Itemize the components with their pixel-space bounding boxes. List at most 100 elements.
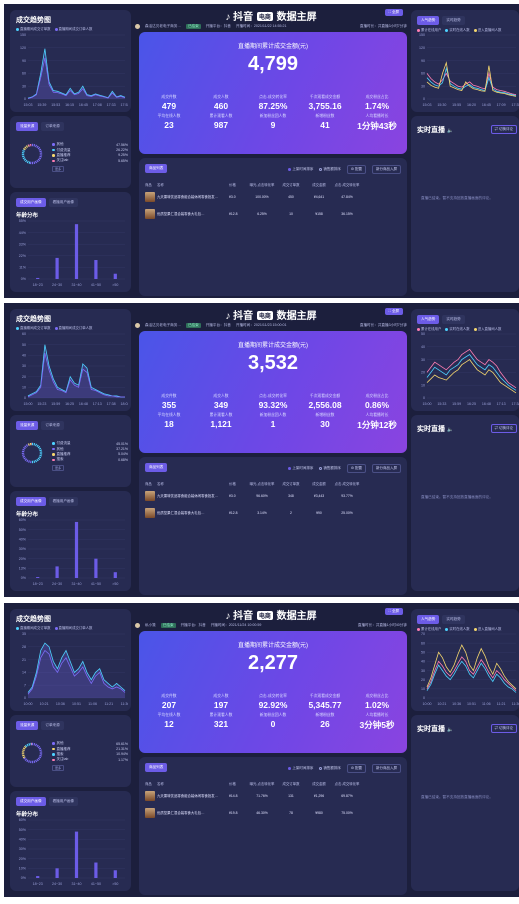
brand-suffix: 数据主屏 [276, 611, 317, 622]
table-row[interactable]: 优质坚果仁混合装零食大礼包… ¥19.8 46.30% 78 ¥980 75.00% [145, 808, 401, 818]
trend-title: 成交趋势图 [16, 616, 51, 623]
more-button[interactable]: 更多 [52, 166, 65, 172]
y-tick-label: 13% [19, 567, 27, 571]
legend-item-online[interactable]: 实时在线人数 [445, 27, 470, 32]
y-tick-label: 11% [19, 266, 27, 270]
tab-traffic-source[interactable]: 流量来源 [16, 122, 39, 131]
table-row[interactable]: 九天果味饮品零食组合装休闲零食批发… ¥3.0 100.00% 450 ¥4,641 47… [145, 192, 401, 202]
tab-popularity-trend[interactable]: 人气趋势 [417, 16, 440, 25]
table-row[interactable]: 九天果味饮品零食组合装休闲零食批发… ¥14.8 71.76% 131 ¥1,296 69… [145, 791, 401, 801]
config-button[interactable]: ⚙ 配置 [346, 464, 366, 473]
legend-item-online[interactable]: 实时在线人数 [445, 326, 470, 331]
legend-item-buyers[interactable]: 直播期间成交订单人数 [54, 325, 92, 330]
fullscreen-button[interactable]: ⛶ 全屏 [384, 308, 403, 315]
tab-order-source[interactable]: 订单来源 [41, 421, 64, 430]
y-tick-label: 20 [421, 371, 425, 375]
tab-viewer-portrait[interactable]: 看播用户画像 [48, 797, 79, 806]
source-donut [21, 442, 43, 464]
add-goods-button[interactable]: 新分商品入屏 [372, 165, 401, 174]
legend-item-orders[interactable]: 直播期间成交订单数 [16, 325, 51, 330]
sort-label: 上架时间排序 [292, 167, 314, 171]
legend-item-entered[interactable]: 进入直播间人数 [473, 626, 501, 631]
more-button[interactable]: 更多 [52, 465, 65, 471]
config-button[interactable]: ⚙ 配置 [346, 764, 366, 773]
sort-by-time-radio[interactable]: 上架时间排序 [288, 766, 313, 771]
user-portrait-card: 成交用户画像 看播用户画像 年龄分布 60% 50% 40% 30% 20% 10% 0% 1… [10, 791, 131, 891]
live-title: 实时直播 🔈 [417, 424, 453, 434]
user-portrait-card: 成交用户画像 看播用户画像 年龄分布 60% 50% 40% 30% 20% 13% 0% 1… [10, 491, 131, 591]
sort-by-time-radio[interactable]: 上架时间排序 [288, 167, 313, 172]
legend-item-buyers[interactable]: 直播期间成交订单人数 [54, 26, 92, 31]
fullscreen-button[interactable]: ⛶ 全屏 [384, 9, 403, 16]
tab-traffic-source[interactable]: 流量来源 [16, 721, 39, 730]
goods-cvr: 93.77% [341, 494, 353, 498]
table-row[interactable]: 九天果味饮品零食组合装休闲零食批发… ¥3.0 96.60% 348 ¥3,443 93.… [145, 491, 401, 501]
more-button[interactable]: 更多 [52, 765, 65, 771]
tab-popularity-trend[interactable]: 人气趋势 [417, 615, 440, 624]
sort-by-sales-radio[interactable]: 销售额排序 [319, 167, 341, 172]
x-tick-label: 10:21 [437, 702, 446, 706]
age-title: 年龄分布 [16, 213, 39, 219]
add-goods-button[interactable]: 新分商品入屏 [372, 764, 401, 773]
legend-item-orders[interactable]: 直播期间成交订单数 [16, 26, 51, 31]
sort-by-sales-radio[interactable]: 销售额排序 [319, 766, 341, 771]
x-tick-label: 18~23 [33, 582, 43, 586]
sort-by-sales-radio[interactable]: 销售额排序 [319, 466, 341, 471]
legend-item-online[interactable]: 实时在线人数 [445, 626, 470, 631]
switch-comments-button[interactable]: ⇄ 切换评论 [490, 424, 517, 433]
tab-realtime-trend[interactable]: 实时趋势 [442, 615, 465, 624]
sort-by-time-radio[interactable]: 上架时间排序 [288, 466, 313, 471]
legend-item-cumulative[interactable]: 累计在线用户 [417, 626, 441, 631]
tab-goods-list[interactable]: 商品列表 [145, 763, 168, 772]
kpi-label: 新增粉丝数 [315, 114, 335, 118]
y-tick-label: 90 [22, 59, 26, 63]
tab-buyer-portrait[interactable]: 成交用户画像 [16, 797, 46, 806]
age-bar [55, 566, 59, 578]
tab-order-source[interactable]: 订单来源 [41, 721, 64, 730]
x-tick-label: 11:36 [512, 702, 519, 706]
table-row[interactable]: 优质坚果仁混合装零食大礼包… ¥12.8 6.25% 10 ¥158 36.15% [145, 209, 401, 219]
x-tick-label: 17:33 [107, 103, 116, 107]
config-button[interactable]: ⚙ 配置 [346, 165, 366, 174]
goods-ctr: 71.76% [256, 794, 268, 798]
popularity-chart: 50 40 30 20 10 0 15:00 15:33 15:59 16:25 16:48 17:1… [421, 332, 519, 406]
legend-item-entered[interactable]: 进入直播间人数 [473, 27, 501, 32]
col-amount: 成交金额 [312, 782, 326, 786]
tab-popularity-trend[interactable]: 人气趋势 [417, 315, 440, 324]
tab-realtime-trend[interactable]: 实时趋势 [442, 315, 465, 324]
tab-viewer-portrait[interactable]: 看播用户画像 [48, 497, 79, 506]
goods-thumbnail [145, 209, 155, 219]
x-tick-label: 16:45 [482, 103, 491, 107]
fullscreen-button[interactable]: ⛶ 全屏 [384, 608, 403, 615]
legend-item-cumulative[interactable]: 累计在线用户 [417, 326, 441, 331]
live-title-text: 实时直播 [417, 726, 445, 733]
source-name: 直播推荐 [52, 452, 71, 457]
tab-realtime-trend[interactable]: 实时趋势 [442, 16, 465, 25]
kpi-value: 30 [320, 419, 330, 429]
age-title: 年龄分布 [16, 512, 39, 518]
x-tick-label: 31~40 [71, 582, 81, 586]
source-pct: 65.61% [116, 741, 128, 746]
legend-item-entered[interactable]: 进入直播间人数 [473, 326, 501, 331]
legend-item-buyers[interactable]: 直播期间成交订单人数 [54, 625, 92, 630]
series-line [27, 642, 126, 693]
add-goods-button[interactable]: 新分商品入屏 [372, 464, 401, 473]
col-goods: 商品 [145, 183, 152, 187]
user-portrait-card: 成交用户画像 看播用户画像 年龄分布 55% 44% 33% 22% 11% 0% 18~2… [10, 192, 131, 292]
tab-buyer-portrait[interactable]: 成交用户画像 [16, 198, 46, 207]
switch-comments-button[interactable]: ⇄ 切换评论 [490, 724, 517, 733]
tab-goods-list[interactable]: 商品列表 [145, 164, 168, 173]
table-row[interactable]: 优质坚果仁混合装零食大礼包… ¥12.8 3.14% 2 ¥90 25.00% [145, 508, 401, 518]
tab-goods-list[interactable]: 商品列表 [145, 463, 168, 472]
tab-traffic-source[interactable]: 流量来源 [16, 421, 39, 430]
tab-buyer-portrait[interactable]: 成交用户画像 [16, 497, 46, 506]
tab-viewer-portrait[interactable]: 看播用户画像 [48, 198, 79, 207]
tab-order-source[interactable]: 订单来源 [41, 122, 64, 131]
legend-item-orders[interactable]: 直播期间成交订单数 [16, 625, 51, 630]
switch-comments-button[interactable]: ⇄ 切换评论 [490, 125, 517, 134]
donut-slice [27, 442, 32, 446]
goods-orders: 131 [288, 794, 294, 798]
x-tick-label: 16:20 [467, 103, 476, 107]
legend-label: 累计在线用户 [421, 28, 442, 32]
legend-item-cumulative[interactable]: 累计在线用户 [417, 27, 441, 32]
